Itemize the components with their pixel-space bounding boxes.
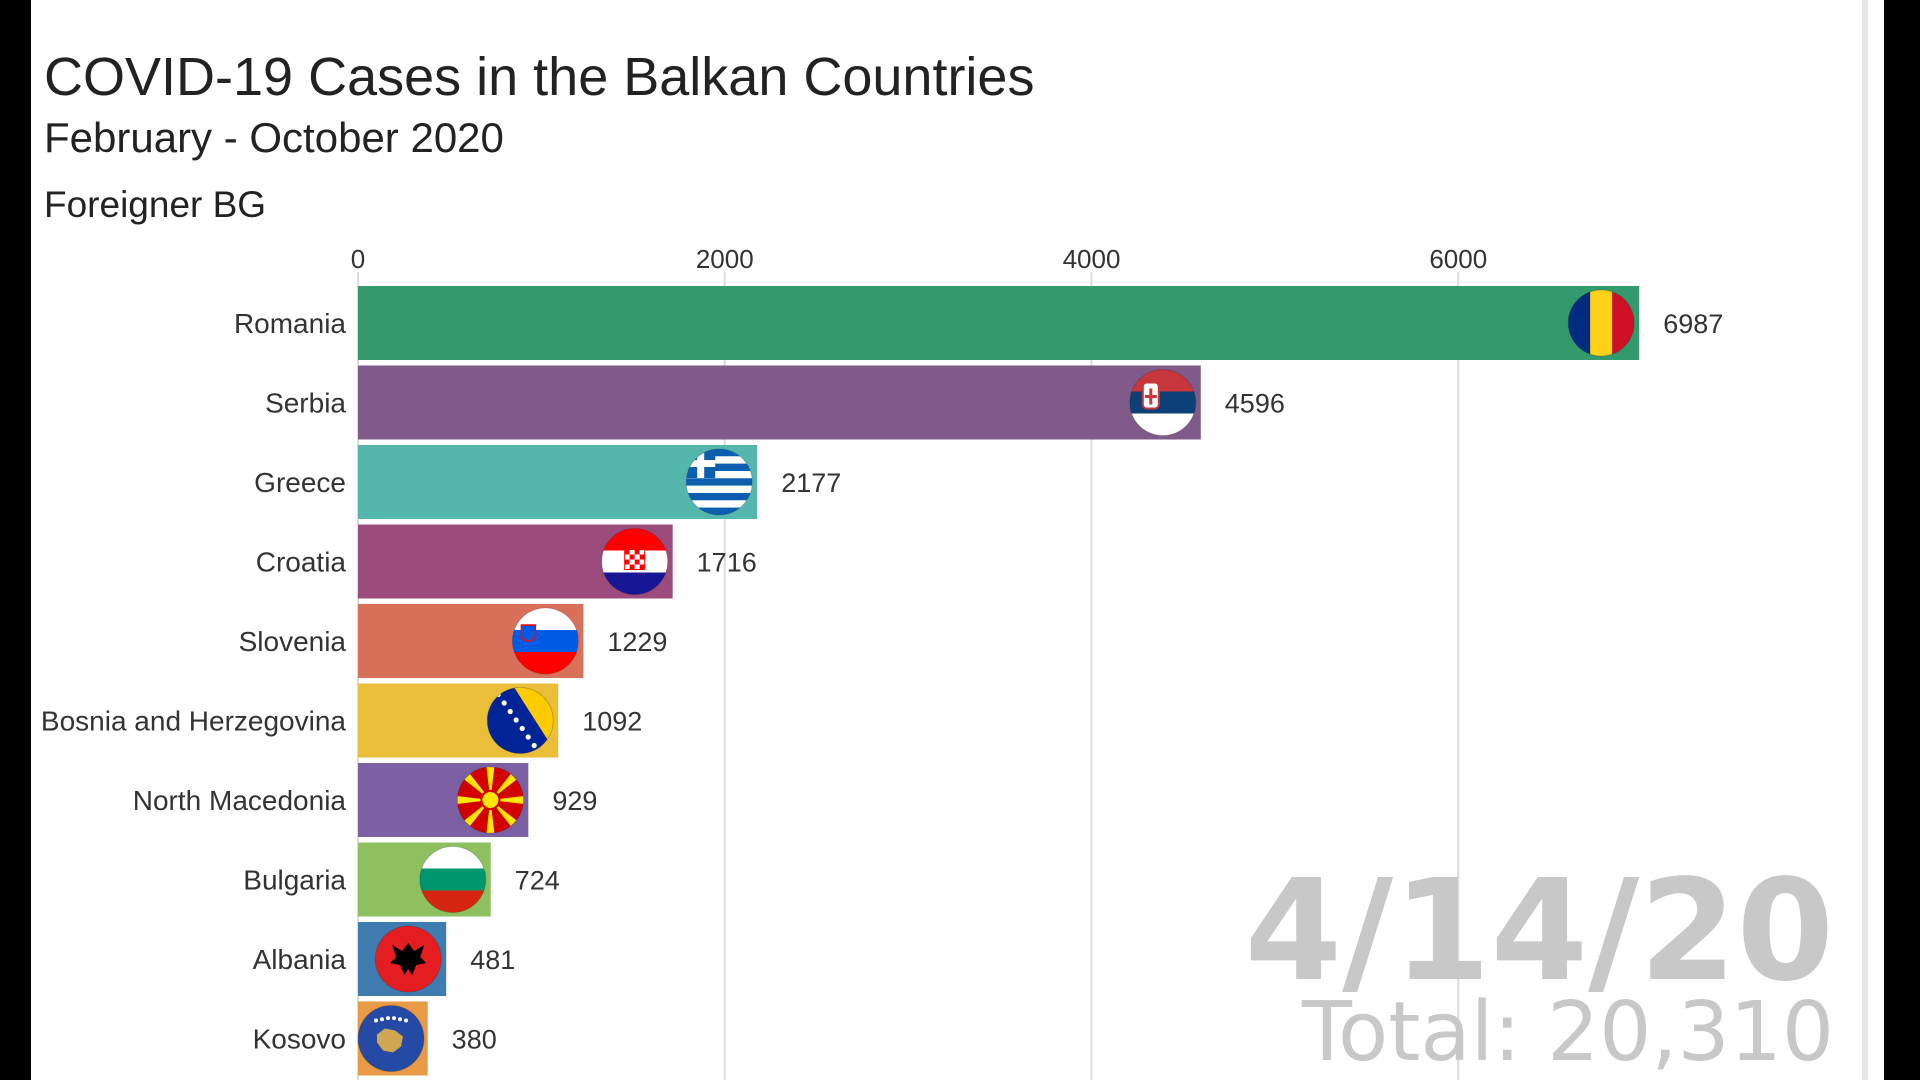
bar-row: Slovenia 1229	[239, 604, 667, 678]
bar-row: Croatia 1716	[256, 524, 757, 599]
date-overlay: 4/14/20	[1244, 850, 1834, 1013]
bar-row: Bosnia and Herzegovina 1092	[41, 683, 642, 758]
bosnia-flag-icon	[486, 687, 554, 754]
value-label: 1716	[697, 548, 757, 578]
category-label: Serbia	[265, 388, 346, 419]
bar	[358, 365, 1201, 440]
x-tick-label: 2000	[696, 244, 754, 274]
kosovo-flag-icon	[357, 1005, 425, 1072]
category-label: Croatia	[256, 547, 347, 578]
bar-row: North Macedonia 929	[133, 763, 597, 837]
value-label: 929	[552, 786, 597, 816]
bar-row: Albania 481	[253, 922, 515, 996]
romania-flag-icon	[1567, 289, 1635, 357]
bar-row: Serbia 4596	[265, 365, 1285, 440]
x-tick-label: 6000	[1429, 244, 1487, 274]
x-tick-label: 4000	[1063, 244, 1121, 274]
category-label: Albania	[253, 944, 347, 975]
category-label: Slovenia	[239, 626, 347, 657]
chart-caption: Foreigner BG	[44, 184, 267, 225]
x-tick-label: 0	[351, 244, 365, 274]
bar-row: Greece 2177	[254, 445, 841, 519]
total-overlay: Total: 20,310	[1301, 985, 1834, 1080]
value-label: 1229	[607, 627, 667, 657]
slovenia-flag-icon	[511, 607, 579, 675]
category-label: North Macedonia	[133, 785, 347, 816]
x-axis-ticks: 0 2000 4000 6000	[351, 244, 1487, 274]
bar-row: Kosovo 380	[253, 1001, 497, 1076]
category-label: Bulgaria	[243, 865, 346, 896]
albania-flag-icon	[374, 925, 442, 993]
chart-subtitle: February - October 2020	[44, 114, 504, 161]
bar-row: Bulgaria 724	[243, 842, 560, 917]
frame-edge	[1862, 0, 1868, 1080]
value-label: 2177	[781, 468, 841, 498]
category-label: Romania	[234, 308, 346, 339]
value-label: 4596	[1225, 389, 1285, 419]
north-macedonia-flag-icon	[456, 766, 524, 834]
chart-title: COVID-19 Cases in the Balkan Countries	[44, 47, 1035, 107]
category-label: Kosovo	[253, 1024, 346, 1055]
chart-frame	[31, 0, 1884, 1080]
value-label: 380	[452, 1025, 497, 1055]
value-label: 1092	[582, 707, 642, 737]
value-label: 481	[470, 945, 515, 975]
greece-flag-icon	[685, 448, 753, 516]
serbia-flag-icon	[1129, 369, 1197, 436]
bars: Romania 6987 Serbia 4596 Greece 2177 Croatia 17…	[41, 286, 1723, 1076]
bar-row: Romania 6987	[234, 286, 1723, 360]
category-label: Bosnia and Herzegovina	[41, 706, 347, 737]
bulgaria-flag-icon	[419, 846, 487, 913]
category-label: Greece	[254, 467, 346, 498]
value-label: 724	[515, 866, 560, 896]
croatia-flag-icon	[601, 528, 669, 595]
bar	[358, 286, 1640, 360]
value-label: 6987	[1663, 309, 1723, 339]
